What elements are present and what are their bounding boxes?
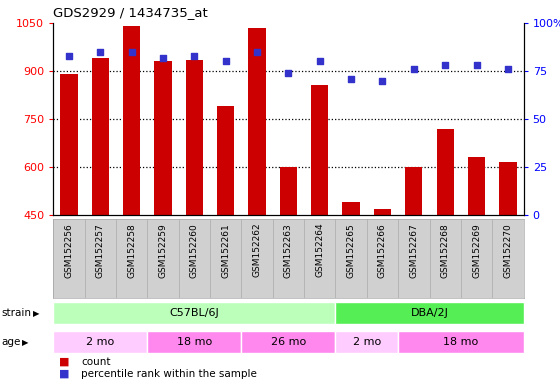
Point: [127, 49, 136, 55]
Point: [64, 53, 73, 59]
Point: [441, 62, 450, 68]
Text: DBA/2J: DBA/2J: [410, 308, 449, 318]
Bar: [405, 167, 422, 215]
Text: count: count: [81, 357, 111, 367]
Text: 18 mo: 18 mo: [444, 337, 478, 347]
Text: GSM152259: GSM152259: [158, 223, 167, 278]
Bar: [241, 331, 335, 353]
Text: GSM152265: GSM152265: [347, 223, 356, 278]
Text: GSM152268: GSM152268: [441, 223, 450, 278]
Bar: [500, 162, 516, 215]
Point: [472, 62, 481, 68]
Text: C57BL/6J: C57BL/6J: [170, 308, 219, 318]
Bar: [374, 209, 391, 215]
Text: strain: strain: [1, 308, 31, 318]
Point: [190, 53, 199, 59]
Text: GSM152263: GSM152263: [284, 223, 293, 278]
Text: GSM152262: GSM152262: [253, 223, 262, 278]
Point: [221, 58, 230, 65]
Text: GSM152270: GSM152270: [503, 223, 512, 278]
Point: [347, 76, 356, 82]
Text: GSM152264: GSM152264: [315, 223, 324, 278]
Bar: [217, 106, 234, 215]
Text: ▶: ▶: [22, 338, 29, 347]
Bar: [123, 26, 140, 215]
Bar: [398, 331, 524, 353]
Text: 18 mo: 18 mo: [177, 337, 212, 347]
Text: 26 mo: 26 mo: [271, 337, 306, 347]
Bar: [437, 129, 454, 215]
Point: [409, 66, 418, 72]
Text: GSM152261: GSM152261: [221, 223, 230, 278]
Bar: [186, 60, 203, 215]
Text: GSM152256: GSM152256: [64, 223, 73, 278]
Bar: [343, 202, 360, 215]
Text: GSM152257: GSM152257: [96, 223, 105, 278]
Bar: [468, 157, 485, 215]
Point: [96, 49, 105, 55]
Text: ■: ■: [59, 357, 69, 367]
Text: 2 mo: 2 mo: [353, 337, 381, 347]
Point: [284, 70, 293, 76]
Bar: [249, 28, 265, 215]
Bar: [335, 302, 524, 324]
Bar: [155, 61, 171, 215]
Point: [315, 58, 324, 65]
Text: percentile rank within the sample: percentile rank within the sample: [81, 369, 257, 379]
Bar: [53, 331, 147, 353]
Text: GSM152266: GSM152266: [378, 223, 387, 278]
Bar: [335, 331, 398, 353]
Text: ▶: ▶: [32, 309, 39, 318]
Bar: [92, 58, 109, 215]
Bar: [311, 86, 328, 215]
Bar: [280, 167, 297, 215]
Point: [503, 66, 512, 72]
Point: [158, 55, 167, 61]
Text: 2 mo: 2 mo: [86, 337, 114, 347]
Text: age: age: [1, 337, 21, 347]
Text: GSM152258: GSM152258: [127, 223, 136, 278]
Text: GSM152269: GSM152269: [472, 223, 481, 278]
Bar: [53, 302, 335, 324]
Point: [253, 49, 262, 55]
Bar: [147, 331, 241, 353]
Text: GSM152267: GSM152267: [409, 223, 418, 278]
Bar: [60, 74, 77, 215]
Text: GSM152260: GSM152260: [190, 223, 199, 278]
Text: ■: ■: [59, 369, 69, 379]
Text: GDS2929 / 1434735_at: GDS2929 / 1434735_at: [53, 6, 208, 19]
Point: [378, 78, 387, 84]
